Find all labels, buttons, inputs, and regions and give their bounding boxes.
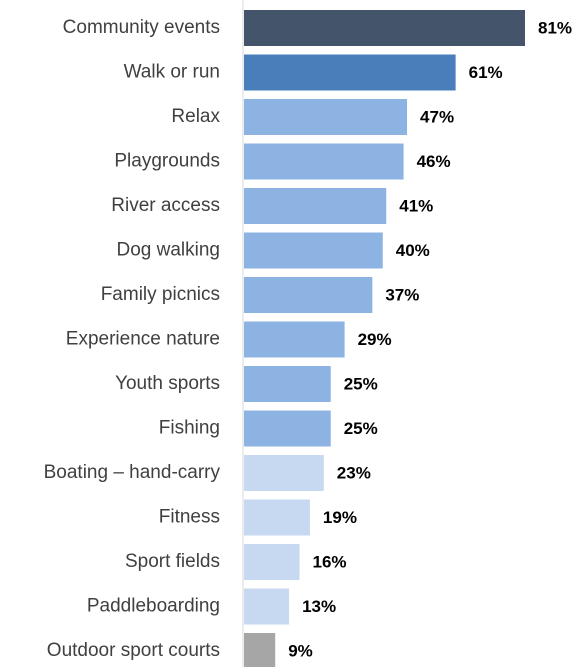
category-label: Outdoor sport courts	[47, 640, 220, 661]
data-label: 61%	[469, 63, 503, 82]
bar	[244, 499, 310, 536]
data-label: 46%	[417, 152, 451, 171]
data-label: 16%	[313, 552, 347, 571]
bar	[244, 143, 404, 180]
category-label: Youth sports	[115, 373, 220, 394]
bar	[244, 232, 383, 269]
category-label: Dog walking	[117, 240, 221, 261]
bar	[244, 10, 525, 46]
bar	[244, 455, 324, 491]
bar	[244, 633, 276, 667]
category-label: Community events	[63, 17, 220, 38]
bar	[244, 321, 345, 358]
bar	[244, 188, 387, 224]
category-label: River access	[111, 195, 220, 216]
data-label: 29%	[358, 330, 392, 349]
bar	[244, 99, 408, 135]
data-label: 19%	[323, 508, 357, 527]
data-label: 9%	[288, 641, 313, 660]
data-label: 13%	[302, 597, 336, 616]
bar	[244, 366, 331, 402]
category-label: Fitness	[159, 507, 220, 528]
category-label: Experience nature	[66, 329, 220, 350]
category-label: Playgrounds	[114, 151, 220, 172]
value-labels: 81% 61% 47% 46% 41% 40% 37% 29% 25% 25% 23% 19% 16% 1…	[288, 18, 572, 660]
category-label: Paddleboarding	[87, 596, 220, 617]
data-label: 25%	[344, 374, 378, 393]
category-label: Fishing	[159, 418, 220, 439]
bar	[244, 588, 290, 625]
bars	[244, 10, 525, 667]
data-label: 81%	[538, 18, 572, 37]
category-label: Walk or run	[124, 62, 220, 83]
category-label: Relax	[171, 106, 220, 127]
data-label: 25%	[344, 419, 378, 438]
data-label: 41%	[399, 196, 433, 215]
data-label: 37%	[385, 285, 419, 304]
category-label: Boating – hand-carry	[44, 462, 221, 483]
data-label: 23%	[337, 463, 371, 482]
category-label: Sport fields	[125, 551, 220, 572]
category-labels: Community events Walk or run Relax Playgrou…	[44, 17, 221, 661]
bar	[244, 544, 300, 580]
bar	[244, 54, 456, 91]
data-label: 47%	[420, 107, 454, 126]
category-label: Family picnics	[101, 284, 220, 305]
bar	[244, 277, 373, 313]
data-label: 40%	[396, 241, 430, 260]
bar	[244, 410, 331, 447]
